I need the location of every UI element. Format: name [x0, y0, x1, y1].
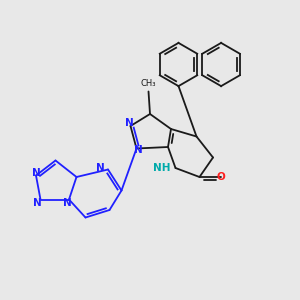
Text: N: N [32, 167, 40, 178]
Text: O: O [216, 172, 225, 182]
Text: CH₃: CH₃ [141, 79, 156, 88]
Text: N: N [134, 145, 142, 155]
Text: N: N [96, 163, 105, 173]
Text: N: N [63, 197, 72, 208]
Text: N: N [124, 118, 134, 128]
Text: N: N [33, 197, 42, 208]
Text: NH: NH [154, 163, 171, 173]
